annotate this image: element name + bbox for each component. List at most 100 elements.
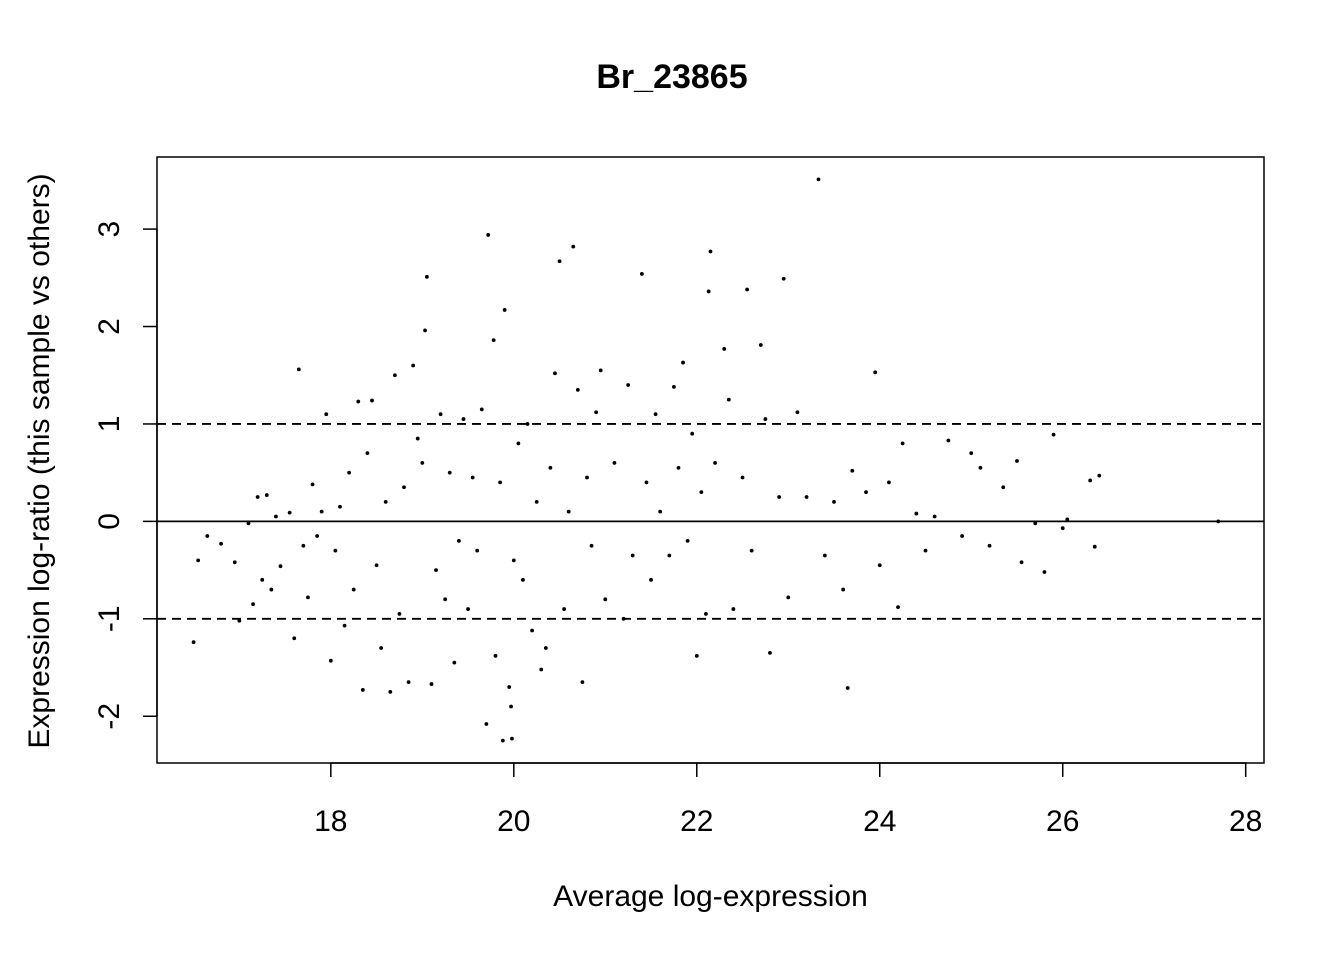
data-point (562, 607, 567, 611)
data-point (900, 441, 905, 446)
data-point (1060, 526, 1065, 531)
data-point (685, 538, 690, 543)
data-point (507, 685, 512, 689)
data-point (415, 436, 420, 441)
data-point (1019, 560, 1024, 565)
data-point (255, 495, 260, 499)
data-point (873, 370, 878, 375)
data-point (356, 399, 361, 404)
data-point (731, 607, 736, 611)
data-point (969, 451, 974, 456)
data-point (1088, 478, 1093, 483)
data-point (630, 553, 635, 558)
data-point (896, 605, 900, 610)
data-point (658, 509, 663, 514)
data-point (575, 387, 580, 392)
data-point (781, 276, 786, 281)
data-point (594, 410, 599, 415)
data-point (694, 653, 699, 658)
data-point (420, 461, 425, 465)
data-point (598, 368, 603, 373)
axes: 18 20 22 24 26 28 -2 -1 0 1 2 3 (93, 221, 1262, 838)
data-point (434, 568, 438, 572)
data-point (553, 371, 557, 376)
data-point (690, 431, 695, 436)
data-point (438, 412, 443, 417)
data-point (402, 485, 406, 490)
data-point (543, 646, 548, 650)
data-point (470, 475, 475, 480)
data-point (493, 653, 498, 658)
y-tick-label: 1 (93, 416, 126, 433)
data-point (278, 564, 283, 569)
data-point (763, 417, 768, 421)
data-point (1065, 517, 1070, 522)
data-point (768, 651, 772, 655)
data-point (626, 383, 631, 387)
data-point (1051, 432, 1056, 437)
data-point (1216, 519, 1221, 524)
data-point (914, 511, 919, 516)
data-point (292, 636, 297, 641)
data-point (676, 465, 681, 470)
data-point (521, 577, 525, 582)
data-point (315, 534, 320, 538)
data-point (557, 259, 562, 264)
data-point (310, 482, 315, 487)
data-point (466, 607, 470, 611)
x-tick-label: 18 (314, 805, 347, 838)
data-point (511, 558, 516, 563)
x-tick-label: 20 (497, 805, 530, 838)
data-point (219, 541, 223, 546)
y-axis-label: Expression log-ratio (this sample vs oth… (23, 173, 56, 749)
data-point (457, 538, 461, 543)
data-point (1092, 544, 1097, 549)
data-point (681, 360, 685, 365)
data-point (704, 612, 708, 616)
data-point (864, 490, 868, 495)
x-tick-label: 22 (680, 805, 713, 838)
data-point (585, 475, 589, 480)
data-point (191, 640, 196, 645)
y-tick-label: 0 (93, 513, 126, 530)
data-point (758, 343, 763, 347)
data-point (379, 646, 384, 650)
y-tick-label: -1 (93, 605, 126, 632)
data-point (509, 704, 513, 709)
data-point (383, 499, 388, 504)
data-point (603, 597, 608, 602)
data-point (534, 499, 539, 504)
data-point (612, 461, 617, 465)
y-tick-label: 2 (93, 318, 126, 335)
data-point (274, 514, 278, 519)
data-point (708, 249, 713, 254)
data-point (667, 553, 672, 558)
data-point (887, 480, 891, 485)
data-point (525, 422, 530, 426)
data-point (978, 465, 983, 470)
data-point (264, 493, 269, 497)
data-point (351, 587, 356, 592)
data-point (424, 274, 429, 279)
data-point (1001, 485, 1006, 490)
data-point (841, 587, 846, 592)
data-point (306, 595, 310, 600)
data-point (486, 233, 491, 237)
data-point (795, 410, 800, 415)
x-tick-label: 28 (1229, 805, 1262, 838)
data-point (475, 548, 480, 553)
data-point (1015, 459, 1019, 463)
data-point (406, 680, 411, 685)
data-point (822, 553, 827, 558)
data-point (960, 534, 964, 538)
data-point (443, 597, 448, 602)
data-point (365, 451, 370, 456)
chart-title: Br_23865 (596, 58, 748, 96)
data-point (333, 548, 338, 553)
data-point (196, 558, 201, 563)
data-point (392, 373, 397, 378)
data-point (397, 612, 402, 616)
data-point (786, 595, 791, 600)
data-point (269, 587, 274, 592)
